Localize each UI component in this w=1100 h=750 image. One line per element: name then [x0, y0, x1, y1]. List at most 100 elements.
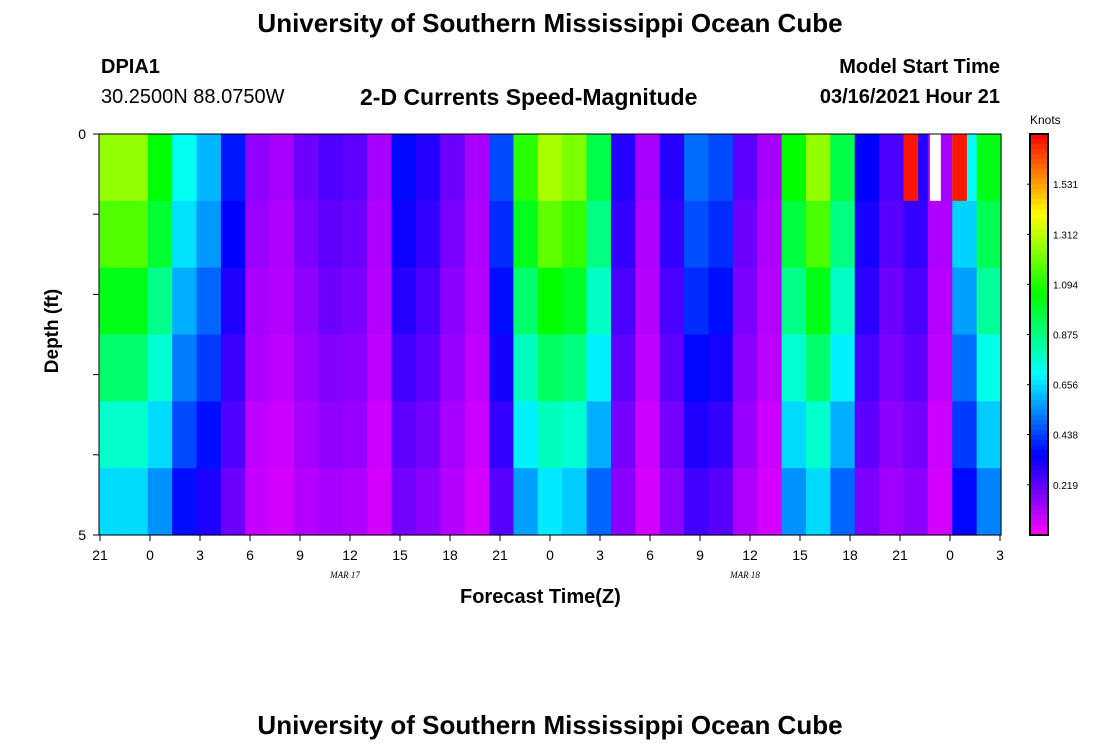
heatmap-cell [123, 401, 149, 469]
colorbar-swatch [1030, 384, 1048, 391]
heatmap-cell [269, 334, 295, 402]
x-tick-label: 3 [196, 547, 204, 563]
heatmap-cells [99, 134, 1002, 536]
heatmap-cell [489, 468, 515, 536]
heatmap-cell [781, 200, 807, 269]
heatmap-cell [245, 401, 271, 469]
heatmap-cell [513, 267, 539, 336]
heatmap-cell [952, 334, 978, 402]
x-tick-label: 0 [546, 547, 554, 563]
colorbar-swatch [1030, 189, 1048, 195]
heatmap-cell [294, 401, 320, 469]
colorbar-swatch [1030, 259, 1048, 265]
x-tick-label: 15 [392, 547, 408, 563]
x-tick-label: 9 [696, 547, 704, 563]
heatmap-cell [927, 468, 953, 536]
x-tick-label: 6 [646, 547, 654, 563]
colorbar-swatch [1030, 469, 1048, 476]
heatmap-cell [732, 200, 758, 269]
x-tick-label: 18 [442, 547, 458, 563]
heatmap-cell [976, 334, 1002, 402]
y-tick-label: 5 [78, 527, 86, 543]
heatmap-cell [830, 200, 856, 269]
colorbar-swatch [1030, 499, 1048, 506]
heatmap-cell [440, 468, 466, 536]
colorbar-swatch [1030, 304, 1048, 311]
heatmap-cell [684, 267, 710, 336]
heatmap-cell [513, 468, 539, 536]
heatmap-cell [318, 267, 344, 336]
colorbar-swatch [1030, 149, 1048, 155]
heatmap-cell [391, 334, 417, 402]
colorbar-swatch [1030, 284, 1048, 290]
heatmap-cell [659, 334, 685, 402]
heatmap-cell [513, 134, 539, 202]
colorbar-swatch [1030, 134, 1048, 140]
heatmap-cell [415, 334, 441, 402]
heatmap-cell [464, 401, 490, 469]
heatmap-cell [513, 200, 539, 269]
x-tick-label: 21 [92, 547, 108, 563]
heatmap-cell [147, 200, 173, 269]
heatmap-cell [415, 200, 441, 269]
heatmap-cell [732, 267, 758, 336]
colorbar-swatch [1030, 479, 1048, 486]
heatmap-cell [805, 334, 831, 402]
heatmap-cell [99, 267, 124, 336]
colorbar-swatch [1030, 234, 1048, 240]
heatmap-cell [659, 468, 685, 536]
heatmap-cell [342, 200, 368, 269]
heatmap-cell [245, 200, 271, 269]
colorbar-swatch [1030, 379, 1048, 386]
heatmap-cell [781, 134, 807, 202]
heatmap-cell [757, 401, 783, 469]
heatmap-cell [123, 334, 149, 402]
station-coordinates: 30.2500N 88.0750W [101, 86, 285, 108]
heatmap-cell [830, 468, 856, 536]
x-tick-label: 3 [596, 547, 604, 563]
heatmap-cell [781, 267, 807, 336]
heatmap-cell [342, 134, 368, 202]
heatmap-cell [635, 468, 661, 536]
heatmap-cell [464, 334, 490, 402]
heatmap-cell [903, 200, 929, 269]
heatmap-cell [610, 334, 636, 402]
colorbar-swatch [1030, 314, 1048, 321]
heatmap-cell [196, 401, 222, 469]
heatmap-cell [635, 134, 661, 202]
heatmap-cell [294, 468, 320, 536]
heatmap-cell [415, 401, 441, 469]
heatmap-cell [172, 267, 198, 336]
chart-axes: 21 0 3 6 9 12 15 18 21 0 3 6 9 12 15 18 21 0 3 MAR 17 MAR 18… [78, 126, 1004, 580]
colorbar-swatch [1030, 264, 1048, 270]
heatmap-cell [489, 200, 515, 269]
heatmap-cell [732, 468, 758, 536]
colorbar-swatch [1030, 229, 1048, 235]
model-start-label: Model Start Time [839, 56, 1000, 78]
heatmap-cell [757, 468, 783, 536]
heatmap-cell [610, 468, 636, 536]
colorbar-swatch [1030, 404, 1048, 411]
heatmap-cell [269, 134, 295, 202]
heatmap-cell [562, 200, 588, 269]
heatmap-cell [537, 401, 563, 469]
heatmap-cell [757, 200, 783, 269]
heatmap-cell [830, 134, 856, 202]
heatmap-cell [805, 468, 831, 536]
heatmap-cell [781, 401, 807, 469]
heatmap-cell [976, 468, 1002, 536]
colorbar-swatch [1030, 344, 1048, 351]
colorbar-swatch [1030, 144, 1048, 150]
heatmap-cell [464, 267, 490, 336]
colorbar-swatch [1030, 474, 1048, 481]
heatmap-cell [513, 334, 539, 402]
heatmap-cell [220, 468, 246, 536]
colorbar-swatch [1030, 509, 1048, 516]
heatmap-cell [684, 468, 710, 536]
heatmap-cell [952, 468, 978, 536]
heatmap-cell [489, 267, 515, 336]
heatmap-cell [537, 267, 563, 336]
x-tick-label: 0 [146, 547, 154, 563]
heatmap-cell [147, 334, 173, 402]
heatmap-cell [123, 134, 149, 202]
